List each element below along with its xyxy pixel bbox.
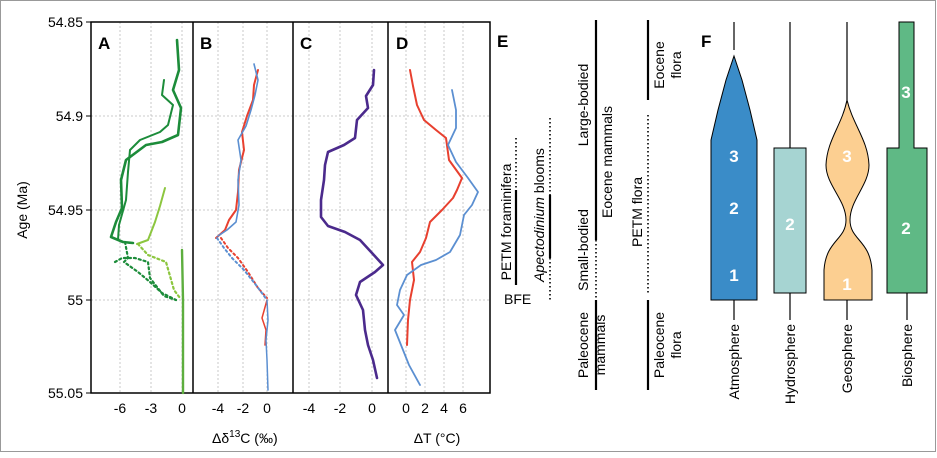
panel-b-blue-line <box>217 63 259 237</box>
x-tick-label-b: -4 <box>212 400 225 416</box>
x-axis-label-cd: ΔT (°C) <box>414 430 461 446</box>
geosphere-number-1: 1 <box>842 275 851 294</box>
panel-b-curves <box>215 63 269 391</box>
label-petm-foraminifera: PETM foraminifera <box>498 163 514 280</box>
x-tick-label-c: -4 <box>303 400 316 416</box>
geosphere-number-3: 3 <box>842 147 851 166</box>
y-tick-label: 54.9 <box>56 108 83 124</box>
y-axis-label: Age (Ma) <box>14 181 30 239</box>
x-tick-label-a: -3 <box>145 400 158 416</box>
panel-f-lines <box>733 22 908 320</box>
x-tick-label-b: -2 <box>237 400 250 416</box>
x-tick-label-d: 6 <box>459 400 467 416</box>
hydrosphere-shape <box>773 147 807 294</box>
y-tick-label: 54.85 <box>48 14 83 30</box>
y-ticks <box>86 21 91 394</box>
panel-letter-e: E <box>497 32 508 51</box>
label-atmosphere: Atmosphere <box>726 324 742 400</box>
label-paleocene-flora-2: flora <box>668 331 684 358</box>
x-tick-label-c: 0 <box>368 400 376 416</box>
panel-d-blue-line <box>394 89 479 386</box>
label-petm-flora: PETM flora <box>629 177 645 247</box>
panel-e-bars <box>514 20 650 390</box>
biosphere-shape <box>886 21 928 294</box>
y-tick-label: 55 <box>67 292 83 308</box>
y-tick-label: 54.95 <box>48 202 83 218</box>
panel-a-light-green-line <box>136 187 166 245</box>
panel-letter-f: F <box>701 32 711 51</box>
label-biosphere: Biosphere <box>899 324 915 387</box>
x-tick-label-d: 4 <box>440 400 448 416</box>
label-eocene-flora-1: Eocene <box>651 41 667 89</box>
label-eocene-flora-2: flora <box>668 51 684 78</box>
label-paleocene-mammals-2: mammals <box>592 315 608 376</box>
x-tick-label-c: -2 <box>334 400 347 416</box>
x-tick-label-d: 2 <box>421 400 429 416</box>
label-small-bodied: Small-bodied <box>575 209 591 291</box>
biosphere-number-3: 3 <box>901 83 910 102</box>
panel-b-blue-dotted <box>216 237 268 301</box>
panel-a-dotted-light <box>136 242 182 300</box>
label-geosphere: Geosphere <box>839 324 855 393</box>
x-tick-label-a: -6 <box>114 400 127 416</box>
atmosphere-number-1: 1 <box>729 266 738 285</box>
label-hydrosphere: Hydrosphere <box>782 324 798 404</box>
x-axis-label-ab: Δδ13C (‰) <box>212 429 278 446</box>
x-tick-label-d: 0 <box>402 400 410 416</box>
panel-a-dotted-dark <box>122 240 178 302</box>
label-paleocene-mammals-1: Paleocene <box>575 312 591 378</box>
panel-frames <box>90 21 491 394</box>
atmosphere-number-3: 3 <box>729 147 738 166</box>
panel-a-dark-green-line <box>109 38 183 245</box>
panel-d-red-line <box>406 69 463 346</box>
panel-b-blue-line-lower <box>265 299 269 391</box>
panel-d-curves <box>394 69 479 386</box>
panel-c-curves <box>319 68 385 380</box>
panel-a-dark-green-line-2 <box>117 79 174 241</box>
atmosphere-shape <box>710 54 758 301</box>
panel-a-dotted-dark-2 <box>113 256 178 302</box>
panel-c-purple-line <box>319 68 385 380</box>
atmosphere-number-2: 2 <box>729 199 738 218</box>
hydrosphere-number-2: 2 <box>785 215 794 234</box>
panel-letter-d: D <box>396 34 408 53</box>
label-bfe: BFE <box>504 291 531 307</box>
y-tick-label: 55.05 <box>48 385 83 401</box>
biosphere-number-2: 2 <box>901 219 910 238</box>
label-large-bodied: Large-bodied <box>575 64 591 147</box>
geosphere-shape <box>823 99 873 301</box>
x-tick-label-a: 0 <box>178 400 186 416</box>
panel-letter-c: C <box>300 34 312 53</box>
label-paleocene-flora-1: Paleocene <box>651 312 667 378</box>
label-eocene-mammals: Eocene mammals <box>599 106 615 218</box>
panel-a-mid-green-line <box>180 248 185 395</box>
panel-letter-b: B <box>200 34 212 53</box>
grid <box>91 22 490 393</box>
label-apectodinium-blooms: Apectodinium blooms <box>531 148 547 283</box>
x-tick-label-b: 0 <box>263 400 271 416</box>
panel-letter-a: A <box>98 34 110 53</box>
panel-a-curves <box>109 38 185 395</box>
